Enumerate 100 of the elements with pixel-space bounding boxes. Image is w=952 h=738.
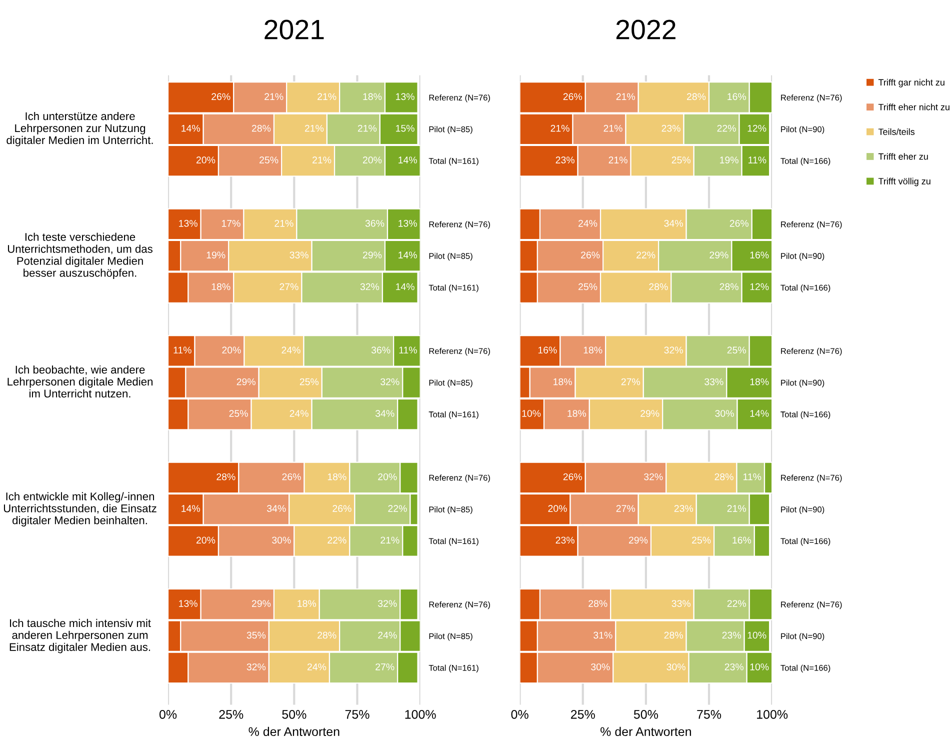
data-label: 20% [222, 346, 241, 354]
data-label: 20% [548, 505, 567, 512]
data-label: 30% [666, 663, 686, 670]
data-label: 35% [246, 632, 266, 639]
legend-label: Trifft völlig zu [878, 178, 930, 186]
y-tick-label: Pilot (N=85) [429, 126, 472, 134]
y-tick-label: Pilot (N=85) [429, 633, 472, 641]
data-label: 23% [722, 632, 741, 639]
y-tick-label: Pilot (N=90) [781, 633, 824, 641]
data-label: 21% [380, 536, 400, 544]
data-label: 21% [727, 505, 746, 512]
data-label: 10% [748, 632, 766, 639]
x-axis-title: % der Antworten [600, 726, 691, 736]
y-tick-label: Pilot (N=85) [429, 380, 472, 388]
data-label: 17% [222, 220, 240, 227]
data-label: 26% [730, 220, 749, 227]
data-label: 16% [732, 536, 752, 544]
data-label: 31% [594, 632, 612, 639]
data-label: 18% [554, 378, 572, 386]
data-label: 22% [727, 600, 746, 607]
data-label: 11% [748, 156, 766, 164]
data-label: 22% [636, 252, 656, 258]
legend-label: Trifft gar nicht zu [878, 78, 944, 88]
y-tick-label: Total (N=161) [428, 664, 478, 672]
data-label: 29% [628, 536, 648, 544]
y-tick-label: Referenz (N=76) [429, 348, 490, 356]
data-label: 30% [272, 536, 291, 544]
data-label: 28% [318, 632, 336, 639]
text: Ich beobachte, wie andere Lehrpersonen digitale Medien im Unterricht nutzen. [8, 365, 152, 398]
y-tick-label: Referenz (N=76) [781, 94, 842, 102]
data-label: 25% [260, 156, 278, 164]
y-tick-label: Pilot (N=90) [781, 506, 824, 514]
data-label: 26% [332, 505, 352, 512]
x-tick-label: 50% [282, 710, 306, 719]
y-tick-label: Referenz (N=76) [429, 94, 490, 102]
data-label: 30% [591, 663, 610, 670]
data-label: 26% [563, 473, 582, 480]
data-label: 23% [724, 663, 744, 670]
x-tick-label: 75% [697, 710, 722, 719]
data-label: 13% [179, 600, 198, 607]
data-label: 32% [380, 378, 400, 386]
data-label: 32% [360, 283, 380, 290]
data-label: 21% [318, 93, 336, 100]
y-tick-label: Referenz (N=76) [781, 348, 842, 356]
data-label: 16% [538, 346, 557, 354]
data-label: 23% [662, 124, 680, 132]
data-label: 14% [182, 124, 200, 132]
y-tick-label: Referenz (N=76) [429, 221, 490, 229]
y-tick-label: Total (N=166) [780, 538, 830, 546]
data-label: 24% [290, 410, 308, 417]
data-label: 29% [362, 252, 382, 258]
text: Ich entwickle mit Kolleg/-innen Unterrichtsstunden, die Einsatz digitaler Medien beinhalten. [4, 492, 156, 526]
data-label: 12% [748, 124, 766, 132]
data-label: 16% [728, 93, 746, 100]
data-label: 14% [398, 156, 417, 164]
data-label: 23% [556, 156, 574, 164]
data-label: 13% [398, 220, 417, 227]
text: Ich teste verschiedene Unterrichtsmethoden, um das Potenzial digitaler Medien besser auszuschöpfen. [8, 232, 152, 279]
data-label: 32% [664, 346, 683, 354]
y-tick-label: Referenz (N=76) [429, 601, 490, 610]
data-label: 15% [396, 124, 414, 132]
data-label: 33% [290, 252, 308, 258]
data-label: 27% [376, 663, 394, 670]
data-label: 10% [522, 410, 541, 417]
x-tick-label: 100% [757, 710, 788, 719]
x-tick-label: 25% [219, 710, 244, 719]
data-label: 21% [312, 156, 332, 164]
x-tick-label: 0% [511, 710, 528, 719]
data-label: 26% [212, 93, 230, 100]
data-label: 25% [229, 410, 248, 417]
data-label: 11% [743, 473, 762, 480]
y-tick-label: Pilot (N=85) [429, 252, 472, 261]
legend-label: Trifft eher zu [878, 153, 928, 160]
y-tick-label: Total (N=166) [780, 158, 830, 166]
data-label: 32% [644, 473, 663, 480]
data-label: 28% [687, 93, 706, 100]
chart-title: 2022 [616, 20, 676, 40]
data-label: 16% [750, 252, 769, 258]
data-label: 18% [212, 283, 230, 290]
text: Ich tausche mich intensiv mit anderen Lehrpersonen zum Einsatz digitaler Medien aus. [10, 618, 151, 654]
y-tick-label: Total (N=161) [428, 411, 478, 420]
data-label: 18% [568, 410, 586, 417]
data-label: 28% [720, 283, 738, 290]
data-label: 12% [750, 283, 769, 290]
data-label: 25% [578, 283, 598, 290]
data-label: 10% [750, 663, 769, 670]
data-label: 34% [267, 505, 286, 512]
data-label: 21% [358, 124, 377, 132]
data-label: 21% [304, 124, 324, 132]
data-label: 30% [715, 410, 734, 417]
data-label: 25% [727, 346, 746, 354]
data-label: 14% [398, 252, 417, 258]
y-tick-label: Referenz (N=76) [781, 221, 842, 229]
data-label: 22% [388, 505, 407, 512]
data-label: 20% [196, 156, 216, 164]
data-label: 29% [710, 252, 728, 258]
data-label: 21% [604, 124, 622, 132]
data-label: 11% [174, 346, 192, 354]
data-label: 18% [298, 600, 316, 607]
data-label: 21% [616, 93, 635, 100]
